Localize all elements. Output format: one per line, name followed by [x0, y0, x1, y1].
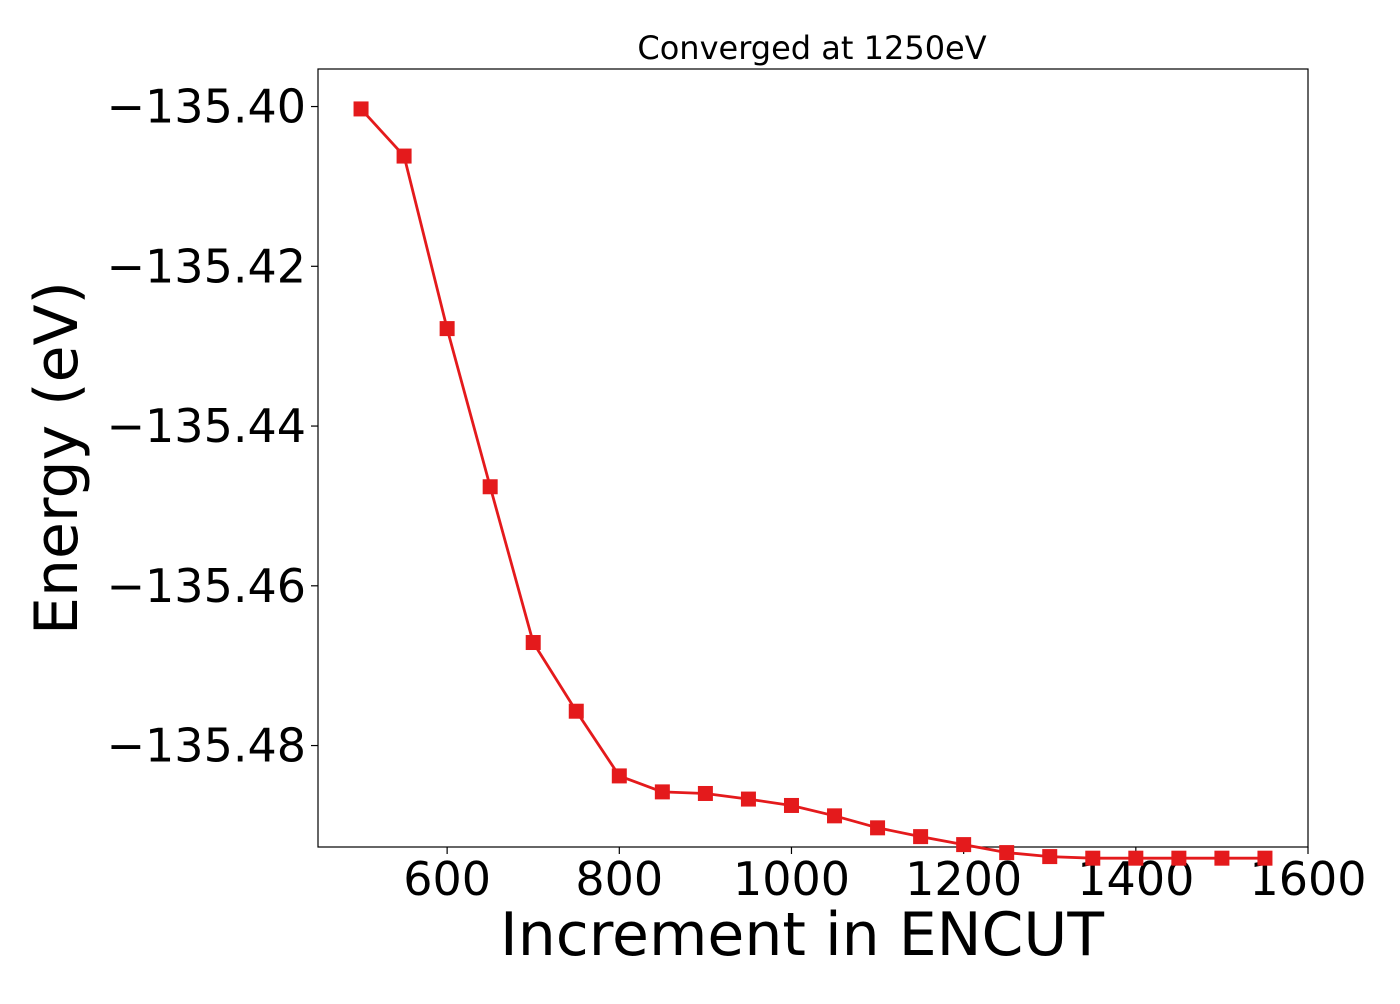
- data-point-marker: [697, 785, 713, 801]
- data-point-marker: [482, 479, 498, 495]
- data-point-marker: [783, 797, 799, 813]
- data-point-marker: [611, 768, 627, 784]
- data-point-marker: [956, 837, 972, 853]
- x-tick-label: 1000: [733, 852, 850, 906]
- data-point-marker: [999, 845, 1015, 861]
- series-line: [359, 107, 1265, 860]
- data-point-marker: [870, 820, 886, 836]
- data-point-marker: [654, 784, 670, 800]
- data-point-marker: [1214, 850, 1230, 866]
- data-point-marker: [439, 321, 455, 337]
- plot-area-frame: [317, 68, 1309, 848]
- data-point-marker: [1042, 849, 1058, 865]
- y-axis-ticks: −135.40 −135.42 −135.44 −135.46 −135.48: [107, 80, 318, 773]
- data-point-marker: [913, 829, 929, 845]
- data-point-marker: [525, 635, 541, 651]
- x-tick-label: 800: [575, 852, 663, 906]
- chart-title: Converged at 1250eV: [637, 29, 986, 67]
- data-point-marker: [396, 148, 412, 164]
- data-point-marker: [827, 808, 843, 824]
- series-layer: [353, 101, 1273, 866]
- y-tick-label: −135.48: [107, 719, 307, 773]
- y-tick-label: −135.42: [107, 239, 307, 293]
- x-tick-label: 600: [403, 852, 491, 906]
- y-axis-label: Energy (eV): [22, 281, 92, 635]
- data-point-marker: [1171, 850, 1187, 866]
- data-point-marker: [568, 703, 584, 719]
- y-tick-label: −135.40: [107, 80, 307, 134]
- y-tick-label: −135.44: [107, 399, 307, 453]
- data-point-marker: [740, 791, 756, 807]
- data-point-marker: [1257, 850, 1273, 866]
- x-axis-label: Increment in ENCUT: [500, 900, 1104, 970]
- y-tick-label: −135.46: [107, 559, 307, 613]
- data-point-marker: [353, 101, 369, 117]
- x-tick-label: 1200: [905, 852, 1022, 906]
- data-point-marker: [1128, 850, 1144, 866]
- data-point-marker: [1085, 850, 1101, 866]
